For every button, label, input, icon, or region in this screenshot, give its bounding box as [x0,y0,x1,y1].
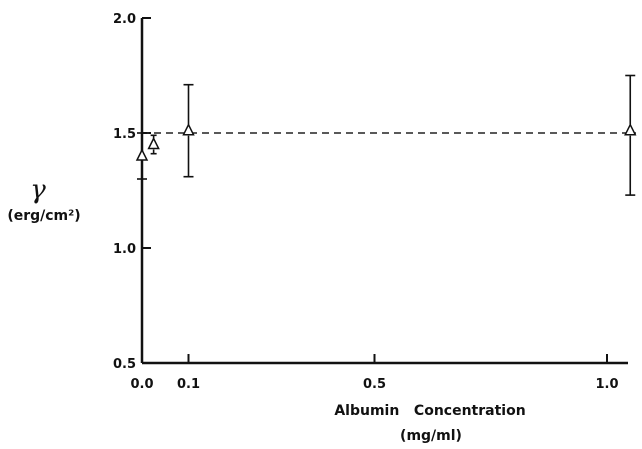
triangle-marker [624,123,637,136]
x-tick-label: 0.5 [363,377,386,392]
data-points [135,74,637,196]
y-axis-units: (erg/cm²) [7,208,80,224]
x-axis-title: Albumin Concentration [334,403,525,419]
y-tick-label: 2.0 [113,12,136,27]
tick-labels: 0.5 1.0 1.5 2.0 0.0 0.1 0.5 1.0 [113,12,619,392]
data-point [182,83,195,178]
x-tick-label: 1.0 [595,377,618,392]
x-tick-label: 0.0 [130,377,153,392]
triangle-marker [135,148,149,161]
data-point [147,134,160,155]
data-point [135,132,149,180]
y-tick-label: 0.5 [113,357,136,372]
x-axis-units: (mg/ml) [400,428,462,444]
x-tick-label: 0.1 [177,377,200,392]
data-point [624,74,637,196]
axes [140,17,628,365]
y-axis-symbol: γ [30,175,46,205]
y-tick-label: 1.0 [113,242,136,257]
y-tick-label: 1.5 [113,127,136,142]
triangle-marker [147,136,160,150]
triangle-marker [182,123,195,136]
